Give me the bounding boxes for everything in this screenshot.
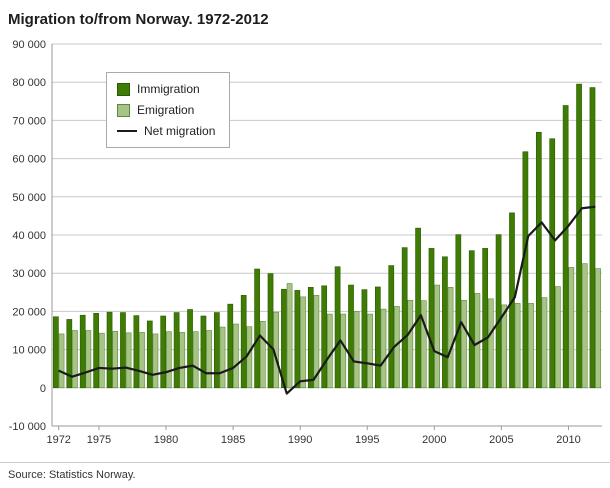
svg-text:90 000: 90 000 xyxy=(12,39,46,51)
svg-text:2000: 2000 xyxy=(422,434,446,446)
net-migration-line-sample xyxy=(117,130,137,132)
svg-text:1995: 1995 xyxy=(355,434,379,446)
emigration-swatch xyxy=(117,103,130,117)
svg-text:1972: 1972 xyxy=(46,434,70,446)
svg-text:2005: 2005 xyxy=(489,434,513,446)
svg-text:30 000: 30 000 xyxy=(12,268,46,280)
legend-item-immigration: Immigration xyxy=(117,82,215,96)
chart-legend: Immigration Emigration Net migration xyxy=(106,72,231,148)
source-footer: Source: Statistics Norway. xyxy=(0,462,610,488)
legend-label-net-migration: Net migration xyxy=(144,124,216,138)
bars-emigration xyxy=(58,263,601,389)
legend-item-emigration: Emigration xyxy=(117,103,215,117)
svg-text:70 000: 70 000 xyxy=(12,115,46,127)
legend-label-emigration: Emigration xyxy=(137,103,195,117)
svg-text:40 000: 40 000 xyxy=(12,230,46,242)
svg-text:80 000: 80 000 xyxy=(12,77,46,89)
svg-text:50 000: 50 000 xyxy=(12,192,46,204)
svg-text:20 000: 20 000 xyxy=(12,306,46,318)
immigration-swatch xyxy=(117,82,130,96)
svg-text:1990: 1990 xyxy=(288,434,312,446)
legend-label-immigration: Immigration xyxy=(137,82,200,96)
svg-text:2010: 2010 xyxy=(556,434,580,446)
bars-immigration xyxy=(53,83,596,389)
legend-item-net-migration: Net migration xyxy=(117,124,215,138)
svg-text:-10 000: -10 000 xyxy=(9,421,46,433)
migration-chart: 90 000 80 000 70 000 60 000 50 000 40 000 30 0… xyxy=(9,39,602,446)
svg-text:10 000: 10 000 xyxy=(12,345,46,357)
svg-text:1975: 1975 xyxy=(87,434,111,446)
chart-title: Migration to/from Norway. 1972-2012 xyxy=(8,11,269,28)
net-migration-line xyxy=(58,205,596,395)
svg-text:0: 0 xyxy=(40,383,46,395)
svg-text:1980: 1980 xyxy=(154,434,178,446)
source-text: Source: Statistics Norway. xyxy=(8,469,136,481)
svg-text:60 000: 60 000 xyxy=(12,154,46,166)
svg-text:1985: 1985 xyxy=(221,434,245,446)
